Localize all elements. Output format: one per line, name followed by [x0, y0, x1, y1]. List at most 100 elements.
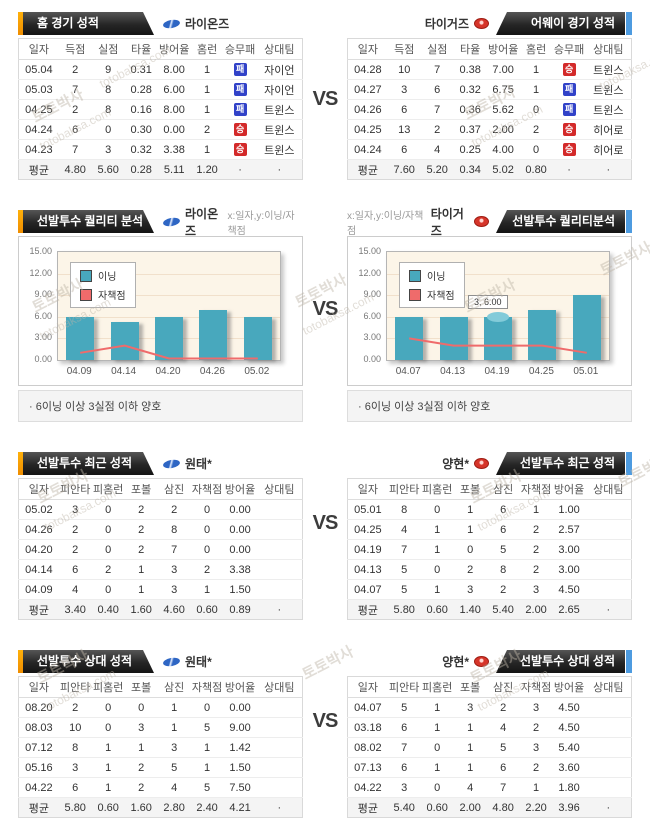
cell: 0.80 — [519, 159, 553, 180]
cell: · — [552, 159, 586, 180]
cell: 1 — [190, 757, 224, 778]
vsopp-header-right: 양현* 선발투수 상대 성적 — [347, 650, 632, 673]
column-header: 방어율 — [486, 38, 520, 60]
cell: 6 — [486, 499, 520, 520]
cell: 0.60 — [91, 797, 125, 818]
home-record-table: 일자 득점 실점 타율 방어율 홈런 승무패 상대팀 05.04 2 9 0.31 8.00 1 패 자이언 0… — [18, 38, 303, 180]
cell: 트윈스 — [256, 99, 303, 120]
column-header: 타율 — [124, 38, 158, 60]
table-row: 05.16 3 1 2 5 1 1.50 — [18, 757, 303, 778]
cell: 1 — [190, 79, 224, 100]
table-row: 평균 7.60 5.20 0.34 5.02 0.80 · · — [347, 159, 632, 180]
cell: 3 — [453, 579, 487, 600]
chart-bar[interactable] — [395, 316, 424, 360]
cell: 3.00 — [552, 539, 586, 560]
cell: 07.13 — [347, 757, 388, 778]
orange-accent-bar — [18, 12, 23, 35]
table-row: 08.20 2 0 0 1 0 0.00 — [18, 697, 303, 718]
cell: 3 — [453, 697, 487, 718]
cell — [585, 737, 632, 758]
cell: 패 — [223, 79, 257, 100]
chart-bar[interactable] — [66, 316, 95, 360]
win-badge: 승 — [562, 143, 576, 156]
tigers-team-icon — [474, 458, 489, 469]
cell: 08.20 — [18, 697, 59, 718]
column-header: 피안타 — [387, 478, 421, 500]
section-title-away: 어웨이 경기 성적 — [496, 12, 625, 35]
cell: 8 — [91, 79, 125, 100]
cell: 5 — [157, 757, 191, 778]
cell: 1 — [157, 717, 191, 738]
y-tick-label: 9.00 — [363, 289, 381, 300]
cell — [585, 579, 632, 600]
cell: 3 — [387, 79, 421, 100]
cell: 04.25 — [347, 519, 388, 540]
cell: 10 — [387, 59, 421, 80]
cell: 04.24 — [347, 139, 388, 160]
cell: 0.00 — [223, 519, 257, 540]
cell: 트윈스 — [256, 119, 303, 140]
column-header: 포볼 — [453, 478, 487, 500]
cell: · — [256, 159, 303, 180]
cell: 1 — [420, 539, 454, 560]
table-row: 04.25 4 1 1 6 2 2.57 — [347, 519, 632, 540]
cell: 0.40 — [91, 599, 125, 620]
chart-bar[interactable] — [155, 316, 183, 360]
cell: 1 — [453, 757, 487, 778]
cell: 평균 — [347, 599, 388, 620]
table-row: 07.12 8 1 1 3 1 1.42 — [18, 737, 303, 758]
cell: 05.01 — [347, 499, 388, 520]
quality-note: · 6이닝 이상 3실점 이하 양호 — [347, 390, 632, 422]
cell: 3.96 — [552, 797, 586, 818]
cell: 05.02 — [18, 499, 59, 520]
cell: 1 — [420, 519, 454, 540]
cell: 1 — [91, 737, 125, 758]
chart-bar[interactable] — [243, 316, 272, 360]
vs-label: VS — [312, 298, 339, 320]
cell: 7 — [387, 737, 421, 758]
column-header: 득점 — [58, 38, 92, 60]
cell: 6 — [486, 519, 520, 540]
quality-note: · 6이닝 이상 3실점 이하 양호 — [18, 390, 303, 422]
column-header: 피홈런 — [420, 676, 454, 698]
cell: 5.20 — [420, 159, 454, 180]
cell: 3.60 — [552, 757, 586, 778]
cell: 0.25 — [453, 139, 487, 160]
table-row: 04.07 5 1 3 2 3 4.50 — [347, 579, 632, 600]
loss-badge: 패 — [233, 83, 247, 96]
tigers-team-icon — [474, 18, 489, 29]
cell — [256, 499, 303, 520]
legend-item: 이닝 — [80, 268, 126, 283]
table-row: 05.03 7 8 0.28 6.00 1 패 자이언 — [18, 79, 303, 100]
cell: 승 — [552, 119, 586, 140]
cell: 0 — [91, 499, 125, 520]
section-title-quality-left: 선발투수 퀄리티 분석 — [23, 210, 154, 233]
cell — [585, 697, 632, 718]
cell: 04.07 — [347, 697, 388, 718]
chart-bar[interactable] — [199, 309, 228, 360]
header-row: 일자 피안타 피홈런 포볼 삼진 자책점 방어율 상대팀 — [347, 478, 632, 500]
table-row: 04.20 2 0 2 7 0 0.00 — [18, 539, 303, 560]
cell: 7 — [387, 539, 421, 560]
cell: 4.21 — [223, 797, 257, 818]
chart-bar[interactable] — [110, 321, 139, 360]
cell: 1 — [190, 59, 224, 80]
legend-swatch — [80, 288, 92, 301]
cell: 5.62 — [486, 99, 520, 120]
column-header: 방어율 — [157, 38, 191, 60]
cell: 6.75 — [486, 79, 520, 100]
y-tick-label: 0.00 — [363, 354, 381, 364]
cell: 7.60 — [387, 159, 421, 180]
cell: 4 — [420, 139, 454, 160]
chart-area: 15.00 12.00 9.00 6.00 3.00 0.00 이닝 자책점 3, 6.00 … — [354, 246, 621, 377]
chart-bar[interactable] — [439, 316, 468, 360]
table-row: 04.24 6 4 0.25 4.00 0 승 히어로 — [347, 139, 632, 160]
stats-table: 일자 피안타 피홈런 포볼 삼진 자책점 방어율 상대팀 04.07 5 1 3 2 3 4.50 03.18… — [347, 676, 632, 818]
cell: 2.40 — [190, 797, 224, 818]
cell: 3 — [519, 697, 553, 718]
cell: 3 — [519, 737, 553, 758]
chart-bar[interactable] — [572, 295, 601, 360]
chart-bar[interactable] — [484, 311, 512, 360]
chart-bar[interactable] — [528, 309, 557, 360]
